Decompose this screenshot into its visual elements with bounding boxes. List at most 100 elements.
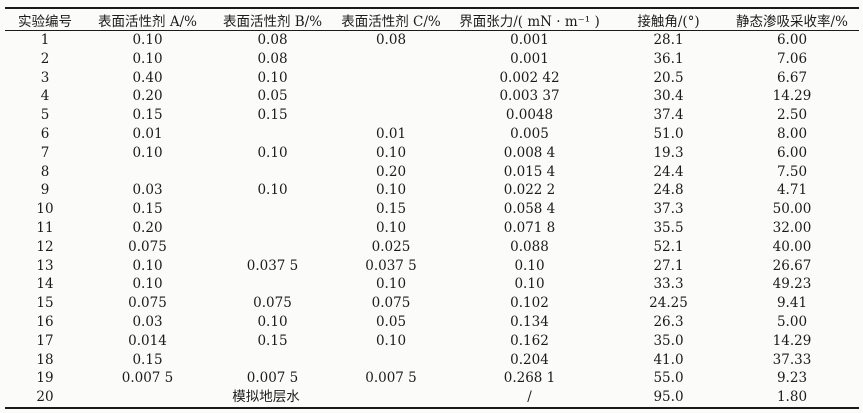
- table-cell: 0.10: [132, 257, 163, 274]
- table-cell: 0.204: [510, 351, 549, 368]
- table-row: 6 0.01 0.01 0.005 51.0 8.00: [5, 125, 859, 144]
- table-cell: 6: [40, 125, 50, 142]
- table-cell: [210, 125, 335, 144]
- table-cell: 35.0: [653, 332, 684, 349]
- table-cell: 6.00: [776, 32, 808, 48]
- table-cell: 7: [40, 144, 50, 161]
- table-cell: 7.06: [776, 50, 808, 67]
- table-cell: 0.037 5: [246, 257, 299, 274]
- table-cell: /: [527, 389, 532, 406]
- table-cell: 28.1: [653, 32, 684, 48]
- table-cell: 0.05: [257, 88, 288, 105]
- table-row: 10 0.15 0.15 0.058 4 37.3 50.00: [5, 200, 859, 219]
- table-header-row: 实验编号 表面活性剂 A/% 表面活性剂 B/% 表面活性剂 C/% 界面张力/( mN…: [5, 8, 859, 31]
- column-header: 接触角/(°): [637, 13, 700, 30]
- table-cell: 0.088: [510, 238, 549, 255]
- table-row: 9 0.03 0.10 0.10 0.022 2 24.8 4.71: [5, 181, 859, 200]
- table-cell: 33.3: [653, 276, 684, 293]
- table-cell: 0.075: [128, 238, 167, 255]
- column-header: 表面活性剂 A/%: [98, 13, 197, 30]
- table-cell: [335, 87, 447, 106]
- table-cell: 0.015 4: [503, 163, 556, 180]
- table-cell: 0.01: [132, 125, 163, 142]
- table-cell: 0.0048: [505, 107, 554, 124]
- table-cell: 15: [36, 295, 54, 312]
- table-cell: 4: [40, 88, 50, 105]
- table-cell: 0.022 2: [503, 182, 556, 199]
- table-cell: 8: [40, 163, 50, 180]
- table-row: 11 0.20 0.10 0.071 8 35.5 32.00: [5, 219, 859, 238]
- table-cell: 20: [36, 389, 54, 406]
- table-cell: 0.15: [132, 351, 163, 368]
- table-row: 8 0.20 0.015 4 24.4 7.50: [5, 163, 859, 182]
- table-row: 14 0.10 0.10 0.10 33.3 49.23: [5, 275, 859, 294]
- table-cell: 0.15: [257, 107, 288, 124]
- table-cell: 0.075: [253, 295, 292, 312]
- table-cell: 9.23: [776, 370, 808, 387]
- table-cell: 37.3: [653, 201, 684, 218]
- column-header: 界面张力/( mN · m⁻¹ ): [459, 13, 600, 30]
- table-cell: 2.50: [776, 107, 808, 124]
- table-cell: 8.00: [776, 125, 808, 142]
- table-cell: 0.134: [510, 313, 549, 330]
- table-body: 1 0.10 0.08 0.08 0.001 28.1 6.00 2 0.10 0.08 0.001…: [5, 31, 859, 408]
- table-cell: 35.5: [653, 219, 684, 236]
- table-cell: 49.23: [772, 276, 812, 293]
- table-cell: 5: [40, 107, 50, 124]
- table-cell: 32.00: [772, 219, 812, 236]
- experiment-data-table: 实验编号 表面活性剂 A/% 表面活性剂 B/% 表面活性剂 C/% 界面张力/( mN…: [5, 7, 859, 409]
- table-cell: 0.15: [132, 201, 163, 218]
- table-cell: 30.4: [653, 88, 684, 105]
- table-cell: [335, 351, 447, 370]
- table-cell: 0.007 5: [365, 370, 417, 387]
- table-cell: 11: [36, 219, 54, 236]
- table-cell: 0.03: [132, 313, 163, 330]
- table-cell: 0.10: [514, 257, 545, 274]
- table-cell: 1: [40, 32, 50, 48]
- table-cell: 26.3: [653, 313, 684, 330]
- table-cell: 55.0: [653, 370, 684, 387]
- table-cell: 18: [36, 351, 54, 368]
- table-cell: 0.037 5: [365, 257, 417, 274]
- table-cell: 6.00: [776, 144, 808, 161]
- table-cell: 0.08: [257, 50, 288, 67]
- table-cell: 0.10: [257, 182, 288, 199]
- table-cell: 0.003 37: [499, 88, 560, 105]
- table-cell: 0.10: [132, 32, 163, 48]
- table-cell: 20.5: [653, 69, 684, 86]
- table-cell: 0.001: [510, 50, 549, 67]
- table-cell: 40.00: [772, 238, 812, 255]
- table-cell: 0.10: [132, 50, 163, 67]
- table-row: 5 0.15 0.15 0.0048 37.4 2.50: [5, 106, 859, 125]
- table-row: 17 0.014 0.15 0.10 0.162 35.0 14.29: [5, 332, 859, 351]
- table-cell: 0.08: [257, 32, 288, 48]
- table-cell: 0.40: [132, 69, 163, 86]
- table-cell: [210, 163, 335, 182]
- table-cell: [210, 200, 335, 219]
- table-cell: 24.25: [649, 295, 688, 312]
- column-header: 表面活性剂 B/%: [222, 13, 323, 30]
- table-cell: 52.1: [653, 238, 684, 255]
- table-cell: 24.8: [653, 182, 684, 199]
- table-row: 7 0.10 0.10 0.10 0.008 4 19.3 6.00: [5, 144, 859, 163]
- table-cell: 2: [40, 50, 50, 67]
- table-cell: 5.00: [776, 313, 808, 330]
- table-row: 3 0.40 0.10 0.002 42 20.5 6.67: [5, 69, 859, 88]
- table-cell: 0.007 5: [246, 370, 299, 387]
- table-cell: 0.10: [132, 144, 163, 161]
- table-cell: 0.014: [128, 332, 167, 349]
- table-cell: 95.0: [653, 389, 684, 406]
- table-cell: 50.00: [772, 201, 812, 218]
- table-cell: [85, 163, 210, 182]
- column-header: 表面活性剂 C/%: [341, 13, 441, 30]
- table-cell: 0.071 8: [503, 219, 556, 236]
- table-header: 实验编号 表面活性剂 A/% 表面活性剂 B/% 表面活性剂 C/% 界面张力/( mN…: [5, 8, 859, 31]
- table-cell: 0.20: [375, 163, 407, 180]
- table-cell: 0.03: [132, 182, 163, 199]
- table-cell: 0.15: [375, 201, 407, 218]
- table-cell: 0.05: [375, 313, 407, 330]
- table-cell: 41.0: [653, 351, 684, 368]
- table-cell: 0.075: [128, 295, 167, 312]
- column-header: 实验编号: [18, 13, 72, 30]
